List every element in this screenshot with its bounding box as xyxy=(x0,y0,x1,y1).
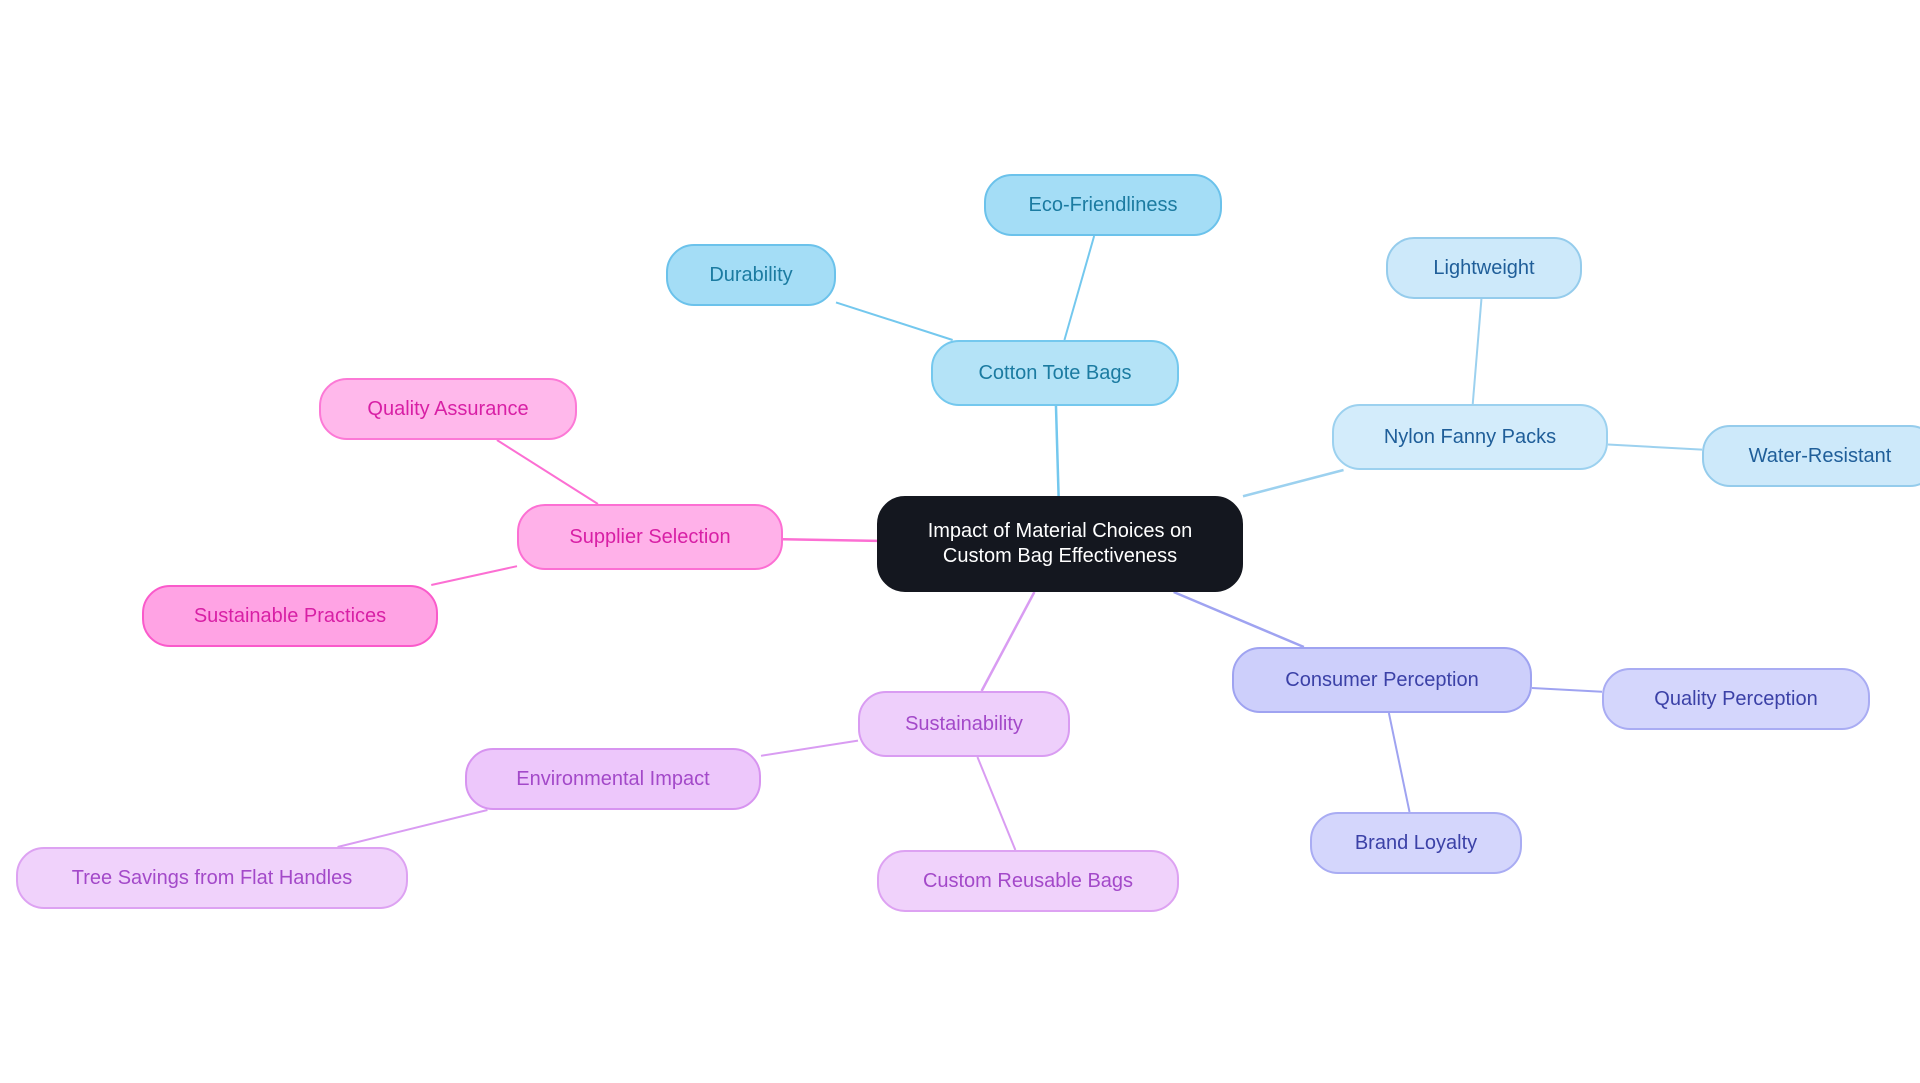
edge-nylon-lightweight xyxy=(1473,299,1482,404)
edge-root-nylon xyxy=(1243,470,1344,496)
edge-cotton-durability xyxy=(836,302,953,340)
edge-consumer-quality_percept xyxy=(1532,688,1602,692)
node-water: Water-Resistant xyxy=(1702,425,1920,487)
node-label: Eco-Friendliness xyxy=(1029,193,1178,218)
node-env_impact: Environmental Impact xyxy=(465,748,761,810)
node-label: Nylon Fanny Packs xyxy=(1384,425,1556,450)
node-label: Environmental Impact xyxy=(516,767,709,792)
edge-root-supplier xyxy=(783,539,877,541)
edge-root-sustainability xyxy=(982,592,1035,691)
node-label: Lightweight xyxy=(1433,256,1534,281)
node-sustain_practices: Sustainable Practices xyxy=(142,585,438,647)
node-label: Quality Perception xyxy=(1654,687,1817,712)
edge-sustainability-env_impact xyxy=(761,741,858,756)
node-label: Custom Reusable Bags xyxy=(923,869,1133,894)
node-label: Sustainable Practices xyxy=(194,604,386,629)
node-label: Tree Savings from Flat Handles xyxy=(72,866,352,891)
node-cotton: Cotton Tote Bags xyxy=(931,340,1179,406)
node-reusable: Custom Reusable Bags xyxy=(877,850,1179,912)
node-quality_percept: Quality Perception xyxy=(1602,668,1870,730)
node-label: Consumer Perception xyxy=(1285,668,1478,693)
node-durability: Durability xyxy=(666,244,836,306)
edge-supplier-quality_assurance xyxy=(497,440,598,504)
node-supplier: Supplier Selection xyxy=(517,504,783,570)
node-label: Sustainability xyxy=(905,712,1023,737)
mindmap-canvas: Impact of Material Choices on Custom Bag… xyxy=(0,0,1920,1083)
node-nylon: Nylon Fanny Packs xyxy=(1332,404,1608,470)
node-sustainability: Sustainability xyxy=(858,691,1070,757)
node-label: Durability xyxy=(709,263,792,288)
edge-cotton-eco xyxy=(1064,236,1094,340)
node-label: Supplier Selection xyxy=(569,525,730,550)
node-brand_loyalty: Brand Loyalty xyxy=(1310,812,1522,874)
edge-sustainability-reusable xyxy=(977,757,1015,850)
edge-consumer-brand_loyalty xyxy=(1389,713,1410,812)
edge-supplier-sustain_practices xyxy=(431,566,517,585)
edge-nylon-water xyxy=(1608,444,1702,449)
node-label: Brand Loyalty xyxy=(1355,831,1477,856)
node-tree_savings: Tree Savings from Flat Handles xyxy=(16,847,408,909)
node-root: Impact of Material Choices on Custom Bag… xyxy=(877,496,1243,592)
edge-env_impact-tree_savings xyxy=(338,810,488,847)
node-label: Water-Resistant xyxy=(1749,444,1892,469)
node-label: Cotton Tote Bags xyxy=(978,361,1131,386)
node-quality_assurance: Quality Assurance xyxy=(319,378,577,440)
node-lightweight: Lightweight xyxy=(1386,237,1582,299)
edge-root-cotton xyxy=(1056,406,1059,496)
node-label: Quality Assurance xyxy=(367,397,528,422)
node-consumer: Consumer Perception xyxy=(1232,647,1532,713)
node-label: Impact of Material Choices on Custom Bag… xyxy=(907,519,1213,569)
edge-root-consumer xyxy=(1174,592,1304,647)
node-eco: Eco-Friendliness xyxy=(984,174,1222,236)
